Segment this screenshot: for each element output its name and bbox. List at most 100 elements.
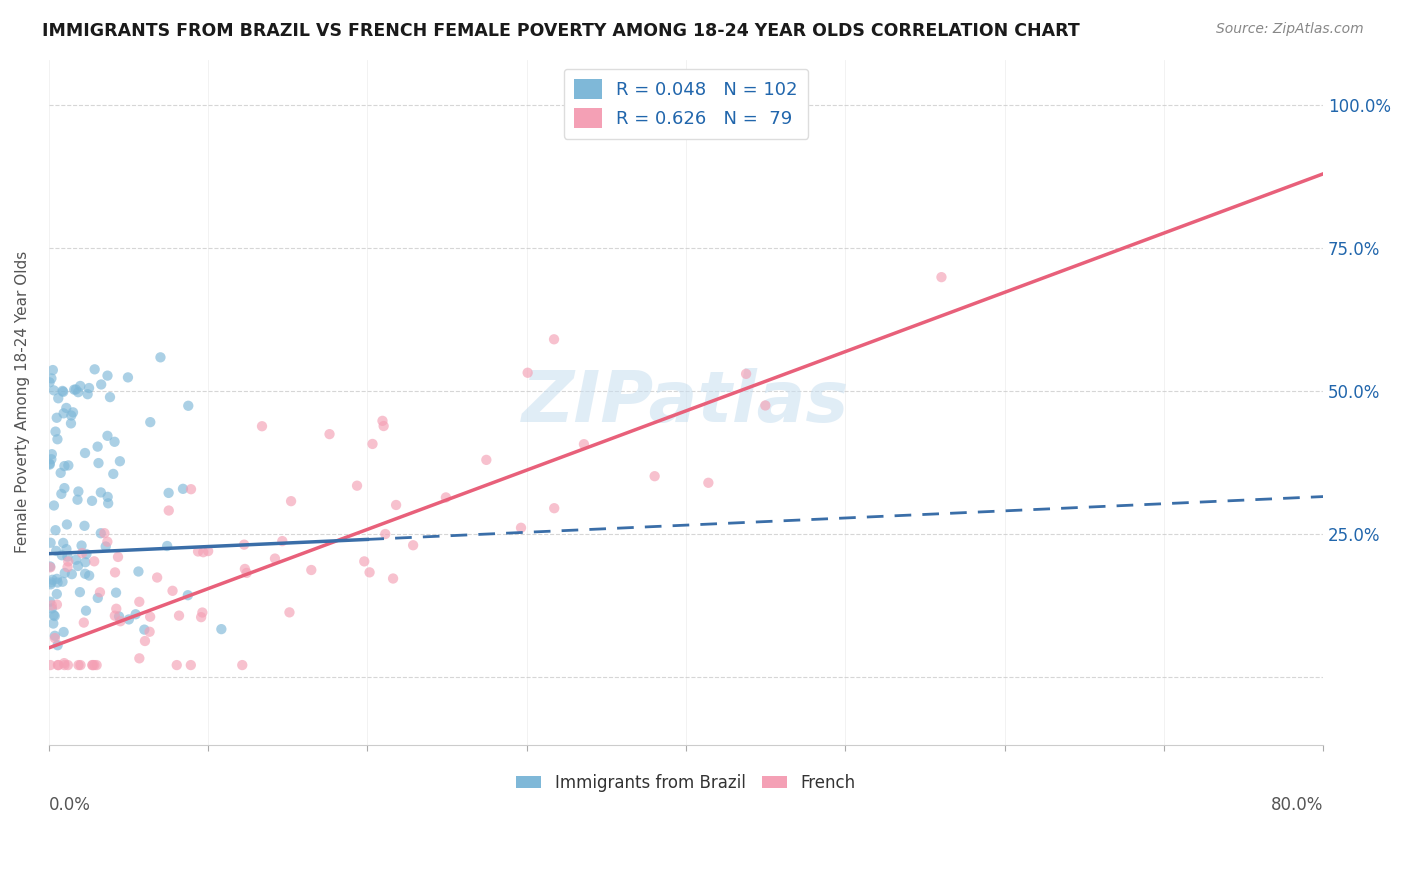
Point <box>157 503 180 517</box>
Point <box>73 615 96 630</box>
Point <box>75 566 97 581</box>
Point <box>177 588 200 602</box>
Point <box>233 562 256 576</box>
Point <box>127 565 149 579</box>
Point <box>233 538 256 552</box>
Point <box>41 452 63 467</box>
Point <box>180 482 202 496</box>
Point <box>278 606 301 620</box>
Point <box>52 625 75 640</box>
Point <box>93 526 115 541</box>
Point <box>42 616 65 631</box>
Point <box>66 492 89 507</box>
Text: 0.0%: 0.0% <box>49 797 90 814</box>
Point <box>157 486 180 500</box>
Point <box>41 599 63 613</box>
Point <box>644 469 666 483</box>
Point <box>166 658 188 673</box>
Text: Source: ZipAtlas.com: Source: ZipAtlas.com <box>1216 22 1364 37</box>
Point <box>60 409 83 423</box>
Point <box>374 527 396 541</box>
Point <box>96 368 118 383</box>
Point <box>271 534 294 549</box>
Point <box>516 366 538 380</box>
Point <box>53 656 76 670</box>
Point <box>697 475 720 490</box>
Point <box>62 405 84 419</box>
Point <box>172 482 194 496</box>
Point <box>572 437 595 451</box>
Point <box>45 572 67 586</box>
Point <box>77 568 100 582</box>
Point <box>41 573 63 587</box>
Point <box>65 553 87 567</box>
Point <box>104 608 127 623</box>
Point <box>46 391 69 405</box>
Point <box>56 517 79 532</box>
Point <box>41 601 63 615</box>
Point <box>543 332 565 346</box>
Point <box>371 414 394 428</box>
Point <box>39 577 62 591</box>
Point <box>149 351 172 365</box>
Point <box>110 614 132 628</box>
Point <box>107 549 129 564</box>
Point <box>475 453 498 467</box>
Point <box>128 651 150 665</box>
Point <box>39 559 62 574</box>
Point <box>197 544 219 558</box>
Point <box>52 384 75 399</box>
Point <box>108 609 131 624</box>
Text: ZIPatlas: ZIPatlas <box>522 368 849 437</box>
Point <box>83 362 105 376</box>
Point <box>75 547 97 561</box>
Point <box>66 559 89 574</box>
Point <box>56 549 79 564</box>
Point <box>70 539 93 553</box>
Point <box>56 560 79 574</box>
Point <box>139 415 162 429</box>
Text: IMMIGRANTS FROM BRAZIL VS FRENCH FEMALE POVERTY AMONG 18-24 YEAR OLDS CORRELATIO: IMMIGRANTS FROM BRAZIL VS FRENCH FEMALE … <box>42 22 1080 40</box>
Point <box>264 551 287 566</box>
Point <box>46 658 69 673</box>
Point <box>87 591 110 605</box>
Point <box>45 598 67 612</box>
Point <box>55 542 77 557</box>
Point <box>134 623 156 637</box>
Point <box>103 434 125 449</box>
Point <box>209 622 232 636</box>
Point <box>53 566 76 580</box>
Point <box>69 379 91 393</box>
Point <box>53 658 76 673</box>
Point <box>280 494 302 508</box>
Point <box>108 454 131 468</box>
Point <box>86 440 108 454</box>
Point <box>41 447 63 461</box>
Point <box>94 540 117 554</box>
Point <box>180 658 202 673</box>
Point <box>45 410 67 425</box>
Point <box>98 390 121 404</box>
Text: 80.0%: 80.0% <box>1271 797 1323 814</box>
Point <box>44 523 66 537</box>
Point <box>754 399 776 413</box>
Point <box>44 609 66 624</box>
Point <box>118 612 141 626</box>
Point <box>39 595 62 609</box>
Point <box>63 383 86 397</box>
Point <box>44 631 66 645</box>
Point <box>139 609 162 624</box>
Point <box>90 485 112 500</box>
Point <box>83 554 105 568</box>
Point <box>80 493 103 508</box>
Y-axis label: Female Poverty Among 18-24 Year Olds: Female Poverty Among 18-24 Year Olds <box>15 252 30 553</box>
Point <box>73 446 96 460</box>
Point <box>97 490 120 504</box>
Point <box>543 501 565 516</box>
Point <box>55 401 77 415</box>
Point <box>156 539 179 553</box>
Point <box>353 554 375 568</box>
Point <box>42 499 65 513</box>
Point <box>187 544 209 558</box>
Point <box>75 604 97 618</box>
